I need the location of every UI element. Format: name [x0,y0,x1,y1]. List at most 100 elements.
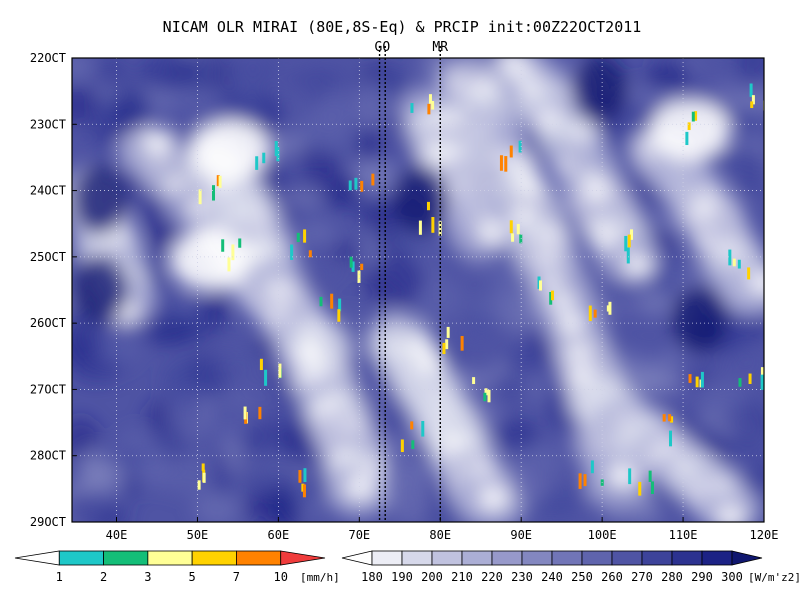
precip-cell [218,175,222,188]
plot-area: GO MR [71,40,765,523]
precip-cell [351,261,355,272]
colorbar-swatch [551,550,583,566]
precip-cell [431,217,435,233]
precip-cell [606,305,610,312]
precip-cell [669,430,673,447]
x-tick-label: 110E [669,528,698,542]
colorbar-label: 2 [100,570,107,584]
precip-cell [460,335,464,351]
colorbar-swatch [641,550,673,566]
precip-cell [747,267,751,280]
colorbar-swatch [701,550,733,566]
precip-unit: [mm/h] [300,571,340,584]
colorbar-swatch [671,550,703,566]
precip-cell [298,470,302,483]
precip-cell [509,220,513,234]
colorbar-swatch [280,550,326,566]
precip-cell [442,342,446,355]
precip-cell [371,173,375,186]
colorbar-label: 220 [481,570,503,584]
x-tick-label: 120E [750,528,779,542]
precip-cell [330,293,334,309]
precip-cell [483,392,487,402]
precip-cell [593,309,597,318]
colorbar-swatch [14,550,60,566]
precip-cell [426,201,430,211]
precip-cell [197,480,201,490]
colorbar-label: 7 [233,570,240,584]
marker-lines: GO MR [375,40,448,522]
precip-cell [624,235,628,252]
precip-cell [750,101,754,109]
precip-cell [670,416,674,423]
precip-cell [583,474,587,487]
precip-cell [231,244,235,261]
precip-cell [638,481,642,496]
precip-cell [694,111,698,121]
colorbar-swatch [341,550,373,566]
precip-cell [202,472,206,483]
precip-cell [438,221,442,236]
colorbar-swatch [147,550,193,566]
y-tick-label: 28OCT [30,449,66,463]
x-tick-label: 80E [429,528,451,542]
y-tick-label: 24OCT [30,184,66,198]
x-axis: 40E 50E 60E 70E 80E 90E 100E 110E 120E [106,517,779,542]
precip-cell [427,103,431,115]
colorbar-label: 240 [541,570,563,584]
colorbar-label: 1 [56,570,63,584]
colorbar-swatch [401,550,433,566]
precip-cell [410,103,414,113]
chart-title: NICAM OLR MIRAI (80E,8S-Eq) & PRCIP init… [163,18,642,36]
precip-cell [348,180,352,191]
precip-cell [590,460,594,474]
colorbar-swatch [236,550,282,566]
precip-cell [264,369,268,386]
precip-cell [539,280,543,291]
x-tick-label: 40E [106,528,128,542]
y-tick-label: 26OCT [30,316,66,330]
marker-label: MR [432,40,448,55]
precip-cell [732,258,736,267]
precip-cell [303,229,307,243]
precip-cell [349,256,353,268]
olr-colorbar: 180 190 200 210 220 230 240 250 260 270 280 290 300 [… [341,550,800,584]
precip-cell [354,177,358,190]
precip-cell [303,468,307,483]
precip-cell [650,481,654,495]
precip-cell [504,156,508,172]
precip-cell [337,309,341,322]
precip-cell [338,298,342,312]
precip-cell [308,250,312,258]
colorbar-swatch [103,550,149,566]
precip-cell [728,249,732,266]
precip-cell [296,232,300,243]
precip-cell [748,373,752,384]
y-tick-label: 22OCT [30,51,66,65]
precip-cell [749,83,753,97]
colorbar-label: 270 [631,570,653,584]
olr-unit: [W/m'z2] [748,571,800,584]
colorbar-label: 290 [691,570,713,584]
precip-cell [509,145,513,158]
colorbar-label: 200 [421,570,443,584]
precip-cell [695,376,699,388]
precip-cell [484,388,488,396]
precip-cell [550,290,554,301]
precip-cell [357,270,361,284]
precip-cell [662,414,666,422]
precip-cell [201,463,205,471]
precip-cell [259,358,263,371]
colorbar-label: 3 [144,570,151,584]
colorbar-label: 180 [361,570,383,584]
precip-cell [421,420,425,437]
precip-cell [549,291,553,305]
colorbar-swatch [371,550,403,566]
colorbar-swatch [431,550,463,566]
precip-cell [302,484,306,498]
precip-cell [360,180,364,192]
colorbar-swatch [521,550,553,566]
precip-cell [360,263,364,271]
precip-cell [578,473,582,489]
colorbar-label: 280 [661,570,683,584]
